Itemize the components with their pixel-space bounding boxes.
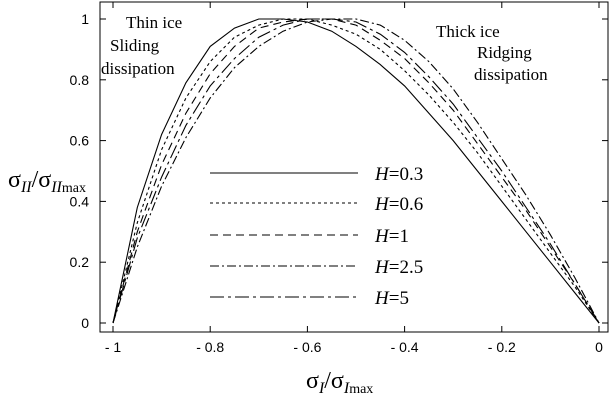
- y-tick-label: 0: [81, 315, 89, 331]
- annotation-sliding: Sliding: [110, 36, 160, 55]
- series-0-line: [112, 18, 600, 324]
- legend-background: [205, 160, 425, 184]
- legend-background: [205, 222, 425, 246]
- y-tick-label: 0.8: [70, 72, 90, 88]
- legend-background: [205, 190, 425, 214]
- y-tick-label: 1: [81, 11, 89, 27]
- y-tick-label: 0.4: [70, 193, 90, 209]
- x-tick-label: - 0.8: [196, 339, 224, 355]
- annotation-thick-ice: Thick ice: [436, 22, 500, 41]
- annotation-sliding-dissipation: dissipation: [101, 59, 175, 78]
- series-3-line: [112, 18, 600, 324]
- legend: H=0.3 H=0.6 H=1 H=2.5 H=5: [205, 160, 425, 309]
- x-axis-label: σI/σImax: [306, 368, 373, 396]
- series-4-line: [112, 18, 600, 324]
- legend-label: H=0.6: [374, 194, 423, 215]
- x-tick-label: - 0.4: [391, 339, 419, 355]
- x-tick-label: 0: [595, 339, 603, 355]
- curves: [112, 18, 600, 324]
- y-tick-label: 0.6: [70, 133, 90, 149]
- annotation-ridging: Ridging: [477, 43, 532, 62]
- annotation-ridging-dissipation: dissipation: [474, 65, 548, 84]
- y-axis-label: σII/σIImax: [8, 167, 86, 196]
- legend-label: H=1: [374, 226, 409, 247]
- legend-label: H=0.3: [374, 164, 423, 185]
- legend-background: [205, 253, 425, 277]
- x-tick-label: - 0.2: [488, 339, 516, 355]
- plot-frame: [99, 1, 609, 333]
- legend-label: H=5: [374, 288, 409, 309]
- ticks: - 1 - 0.8 - 0.6 - 0.4 - 0.2 0 0 0.2 0.4 0.6 0.8 1: [70, 2, 608, 355]
- series-2-line: [112, 18, 600, 324]
- legend-background: [205, 284, 425, 308]
- y-tick-label: 0.2: [70, 254, 90, 270]
- annotation-thin-ice: Thin ice: [126, 13, 182, 32]
- legend-label: H=2.5: [374, 257, 423, 278]
- x-tick-label: - 0.6: [293, 339, 321, 355]
- x-tick-label: - 1: [105, 339, 122, 355]
